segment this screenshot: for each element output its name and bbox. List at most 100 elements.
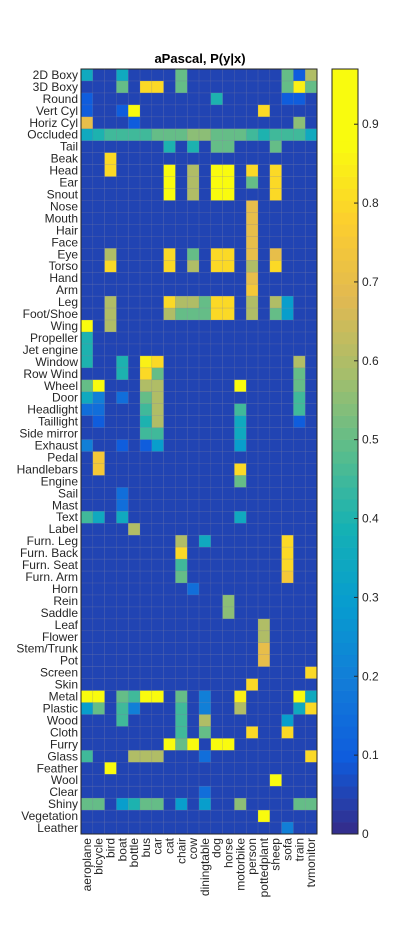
heatmap-cell (81, 451, 93, 464)
y-tick-label: Saddle (41, 606, 79, 620)
heatmap-cell (305, 343, 318, 357)
colorbar-segment (332, 152, 358, 165)
heatmap-cell (175, 439, 188, 452)
colorbar-segment (332, 439, 358, 452)
x-tick-label: horse (222, 838, 236, 868)
heatmap-cell (234, 571, 247, 584)
heatmap-cell (81, 618, 93, 631)
heatmap-cell (281, 128, 294, 141)
y-tick-label: Vegetation (21, 809, 78, 823)
heatmap-cell (234, 331, 247, 345)
colorbar-segment (332, 774, 358, 787)
heatmap-cell (269, 128, 282, 141)
heatmap-cell (187, 571, 200, 584)
heatmap-cell (187, 104, 200, 118)
heatmap-cell (163, 128, 176, 141)
heatmap-cell (92, 487, 105, 500)
heatmap-cell (187, 391, 200, 404)
colorbar-tick-label: 0.4 (362, 512, 379, 526)
heatmap-cell (140, 69, 152, 82)
heatmap-cell (140, 642, 152, 655)
colorbar-segment (332, 260, 358, 273)
heatmap-cell (246, 738, 259, 751)
heatmap-cell (269, 188, 282, 201)
heatmap-cell (81, 475, 93, 488)
heatmap-cell (305, 571, 318, 584)
heatmap-cell (269, 630, 282, 643)
heatmap-cell (305, 164, 318, 177)
heatmap-cell (116, 822, 129, 835)
heatmap-cell (234, 750, 247, 763)
heatmap-cell (81, 582, 93, 596)
heatmap-cell (140, 822, 152, 835)
colorbar-segment (332, 618, 358, 632)
heatmap-cell (163, 451, 176, 464)
heatmap-cell (163, 379, 176, 392)
heatmap-cell (104, 559, 117, 572)
heatmap-cell (104, 618, 117, 631)
heatmap-cell (163, 678, 176, 691)
heatmap-cell (92, 786, 105, 799)
colorbar-tick-label: 0.6 (362, 354, 379, 368)
heatmap-cell (128, 762, 141, 775)
heatmap-cell (175, 594, 188, 608)
y-tick-label: Window (35, 355, 78, 369)
heatmap-cell (222, 535, 235, 548)
heatmap-cell (246, 822, 259, 835)
heatmap-cell (305, 379, 318, 392)
heatmap-cell (269, 487, 282, 500)
heatmap-cell (199, 810, 211, 823)
heatmap-cell (116, 140, 129, 153)
colorbar-segment (332, 690, 358, 703)
heatmap-cell (175, 618, 188, 631)
heatmap-cell (199, 92, 211, 106)
heatmap-cell (140, 690, 152, 703)
heatmap-cell (281, 284, 294, 297)
heatmap-cell (81, 176, 93, 189)
heatmap-cell (234, 284, 247, 297)
heatmap-cell (199, 654, 211, 667)
heatmap-cell (151, 726, 164, 739)
heatmap-cell (222, 140, 235, 153)
heatmap-cell (151, 403, 164, 416)
heatmap-cell (92, 152, 105, 165)
heatmap-cell (81, 200, 93, 213)
heatmap-cell (140, 140, 152, 153)
heatmap-cell (163, 654, 176, 667)
heatmap-cell (234, 427, 247, 440)
heatmap-cell (258, 594, 270, 608)
heatmap-cell (222, 822, 235, 835)
x-tick-label: cow (186, 838, 200, 860)
heatmap-cell (151, 678, 164, 691)
x-tick-label: bottle (127, 838, 141, 868)
heatmap-cell (187, 92, 200, 106)
heatmap-cell (187, 128, 200, 141)
heatmap-cell (187, 523, 200, 536)
heatmap-cell (104, 606, 117, 620)
heatmap-cell (92, 272, 105, 285)
colorbar-segment (332, 140, 358, 153)
heatmap-cell (293, 654, 306, 667)
heatmap-cell (281, 702, 294, 715)
heatmap-cell (246, 463, 259, 476)
heatmap-cell (222, 738, 235, 751)
heatmap-cell (305, 702, 318, 715)
heatmap-cell (81, 654, 93, 667)
heatmap-cell (258, 236, 270, 249)
heatmap-cell (116, 571, 129, 584)
heatmap-cell (151, 714, 164, 727)
heatmap-cell (151, 499, 164, 512)
heatmap-cell (163, 355, 176, 369)
heatmap-cell (128, 415, 141, 428)
heatmap-cell (116, 128, 129, 141)
heatmap-cell (293, 296, 306, 309)
heatmap-cell (210, 714, 223, 727)
x-tick-label: sofa (281, 838, 295, 861)
heatmap-cell (199, 200, 211, 213)
heatmap-cell (293, 523, 306, 536)
heatmap-cell (92, 582, 105, 596)
heatmap-cell (246, 559, 259, 572)
heatmap-cell (128, 248, 141, 261)
heatmap-cell (140, 200, 152, 213)
heatmap-cell (246, 439, 259, 452)
